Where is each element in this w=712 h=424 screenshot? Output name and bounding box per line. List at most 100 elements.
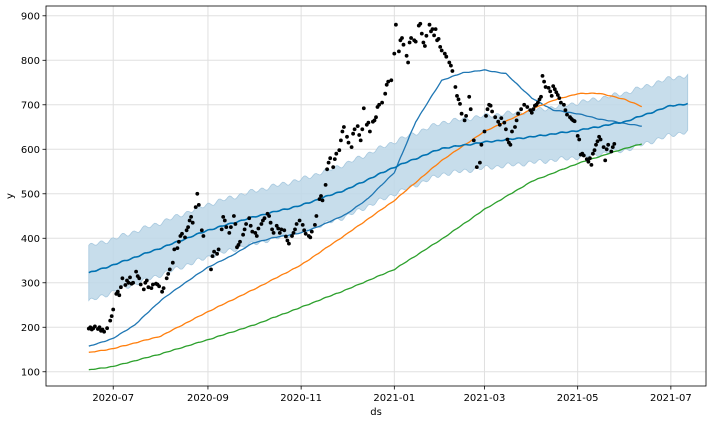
observed-point <box>531 107 536 112</box>
observed-point <box>227 231 232 235</box>
observed-point <box>323 183 328 187</box>
observed-point <box>591 151 595 156</box>
observed-point <box>332 157 337 162</box>
observed-point <box>172 247 177 252</box>
observed-point <box>502 120 507 125</box>
observed-point <box>199 228 204 233</box>
observed-point <box>268 220 273 225</box>
observed-point <box>297 218 302 223</box>
y-tick-label: 800 <box>21 56 40 67</box>
observed-point <box>277 231 282 235</box>
observed-point <box>482 129 487 134</box>
observed-point <box>610 145 615 150</box>
observed-point <box>384 82 389 87</box>
observed-point <box>575 134 580 138</box>
observed-point <box>186 225 191 230</box>
y-tick-label: 400 <box>21 234 40 245</box>
observed-point <box>372 118 377 123</box>
observed-point <box>187 218 192 223</box>
observed-point <box>267 214 271 218</box>
observed-point <box>565 112 569 117</box>
observed-point <box>471 138 476 143</box>
observed-point <box>519 107 523 112</box>
observed-point <box>138 282 143 287</box>
observed-point <box>360 127 365 132</box>
x-tick-label: 2020-11 <box>280 393 322 404</box>
observed-point <box>224 225 229 230</box>
observed-point <box>478 160 482 165</box>
observed-point <box>149 286 154 290</box>
observed-point <box>497 122 502 127</box>
observed-point <box>389 78 394 83</box>
observed-point <box>455 94 459 98</box>
series-lines <box>88 69 689 371</box>
observed-point <box>603 158 608 163</box>
observed-point <box>383 91 388 96</box>
observed-point <box>442 51 447 56</box>
observed-point <box>326 160 331 165</box>
observed-point <box>195 191 200 196</box>
observed-point <box>374 115 378 120</box>
observed-point <box>166 272 171 276</box>
observed-point <box>525 105 530 109</box>
observed-point <box>392 51 397 56</box>
y-tick-label: 600 <box>21 145 40 156</box>
observed-point <box>397 49 401 54</box>
observed-point <box>210 254 215 258</box>
observed-point <box>484 114 488 118</box>
observed-point <box>215 251 220 256</box>
observed-point <box>357 133 362 137</box>
observed-point <box>345 134 349 139</box>
observed-point <box>229 225 233 230</box>
observed-point <box>180 231 184 236</box>
observed-point <box>612 142 617 146</box>
observed-point <box>285 238 290 243</box>
observed-point <box>549 94 554 98</box>
observed-point <box>317 197 322 202</box>
observed-point <box>430 27 435 31</box>
observed-point <box>216 247 221 252</box>
observed-point <box>137 276 142 281</box>
observed-point <box>459 111 464 116</box>
observed-point <box>413 39 418 44</box>
observed-point <box>115 289 120 294</box>
observed-point <box>175 246 180 251</box>
observed-point <box>577 137 582 142</box>
observed-point <box>303 231 308 236</box>
observed-point <box>433 27 438 31</box>
observed-point <box>232 214 236 218</box>
observed-point <box>271 231 276 235</box>
observed-point <box>212 249 217 254</box>
observed-point <box>131 280 136 285</box>
observed-point <box>337 148 342 153</box>
observed-point <box>449 63 453 68</box>
x-tick-label: 2020-07 <box>92 393 134 404</box>
observed-point <box>160 289 165 294</box>
observed-point <box>496 119 501 124</box>
observed-point <box>325 167 329 172</box>
observed-point <box>380 100 384 105</box>
observed-point <box>109 314 114 318</box>
observed-point <box>238 239 242 244</box>
observed-point <box>279 227 284 232</box>
observed-point <box>407 40 412 45</box>
observed-point <box>146 285 151 290</box>
observed-point <box>427 22 432 27</box>
observed-point <box>562 102 566 107</box>
forecast-line <box>88 102 689 274</box>
observed-point <box>351 131 355 136</box>
observed-point <box>293 227 297 232</box>
observed-point <box>504 127 508 132</box>
observed-point <box>117 293 122 298</box>
observed-point <box>358 138 363 143</box>
observed-point <box>111 307 116 312</box>
observed-point <box>468 107 473 112</box>
observed-point <box>366 120 371 125</box>
observed-point <box>595 139 600 144</box>
observed-point <box>291 231 296 235</box>
observed-point <box>456 97 461 102</box>
observed-point <box>453 85 458 89</box>
observed-point <box>406 60 410 65</box>
observed-point <box>287 241 291 246</box>
